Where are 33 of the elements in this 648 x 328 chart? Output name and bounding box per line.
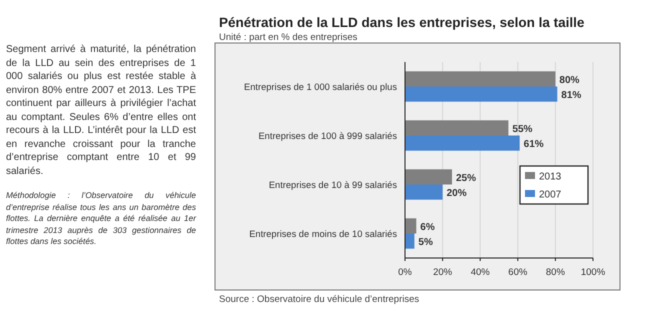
data-label: 80% [559, 74, 580, 86]
x-tick-label: 80% [546, 267, 566, 278]
text: Segment arrivé à maturité, la pénétration de la LLD au sein des entreprises de 1 000 salariés ou plus est restée stable à environ 80% entre 2007 et 2013. Les TPE continuent par ailleurs à privilégier l’achat au comptant. Seules 6% d’entre elles ont recours à la LLD. L’intérêt pour la LLD est en revanche croissant pour la tranche d’entreprise comptant entre 10 et 99 salariés. [6, 44, 196, 176]
legend-label: 2013 [539, 172, 562, 182]
chart-title: Pénétration de la LLD dans les entreprises, selon la taille [219, 15, 585, 30]
data-label: 61% [524, 139, 544, 150]
data-label: 20% [446, 188, 467, 200]
y-tick-label: Entreprises de moins de 10 salariés [249, 229, 398, 239]
x-tick-label: 0% [398, 267, 412, 278]
y-tick-label: Entreprises de 1 000 salariés ou plus [244, 82, 398, 92]
bar [405, 136, 520, 151]
x-tick-label: 20% [433, 267, 453, 278]
bar [405, 234, 414, 249]
source-note: Source : Observatoire du véhicule d’entreprises [219, 294, 420, 305]
data-label: 25% [456, 172, 476, 184]
x-tick-label: 60% [508, 267, 528, 278]
data-label: 55% [512, 124, 533, 135]
data-label: 81% [561, 90, 582, 102]
legend-label: 2007 [539, 190, 562, 200]
text: Unité : part en % des entreprises [219, 32, 358, 43]
bar [405, 86, 558, 102]
bar [405, 218, 416, 234]
y-tick-label: Entreprises de 100 à 999 salariés [258, 131, 398, 141]
data-label: 5% [418, 237, 433, 248]
data-label: 6% [420, 222, 435, 233]
bar [405, 120, 508, 136]
text: Méthodologie : l’Observatoire du véhicule d’entreprise réalise tous les ans un baromètre des flottes. La dernière enquête a été réalisée au 1er trimestre 2013 auprès de 303 gestionnaires de flottes dans les sociétés. [6, 190, 196, 248]
x-tick-label: 100% [580, 267, 606, 278]
x-tick-label: 40% [470, 267, 490, 278]
bar [405, 184, 443, 200]
bar [405, 169, 452, 184]
y-tick-label: Entreprises de 10 à 99 salariés [268, 180, 398, 190]
bar [405, 71, 556, 86]
